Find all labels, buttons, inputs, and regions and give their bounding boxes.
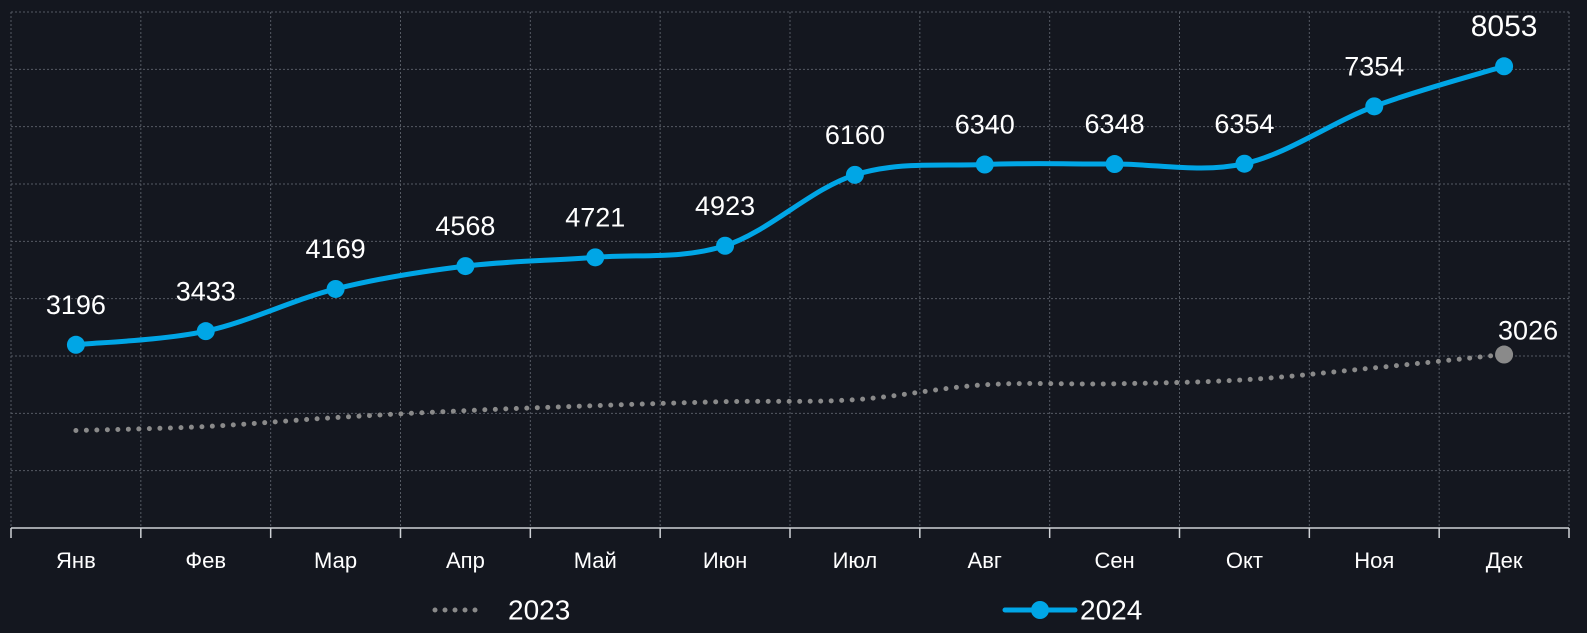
data-label: 3433 <box>176 276 236 306</box>
data-label: 4721 <box>565 202 625 232</box>
data-label: 4169 <box>306 234 366 264</box>
x-tick-label: Апр <box>446 548 485 573</box>
data-label: 3196 <box>46 290 106 320</box>
x-tick-label: Сен <box>1094 548 1134 573</box>
point <box>1105 155 1124 174</box>
x-tick-label: Июл <box>833 548 878 573</box>
x-tick-label: Мар <box>314 548 357 573</box>
series-line <box>73 352 1507 434</box>
x-tick-label: Май <box>574 548 617 573</box>
data-label: 4923 <box>695 191 755 221</box>
point <box>456 257 475 276</box>
data-label: 6354 <box>1214 109 1274 139</box>
point <box>716 236 735 255</box>
legend-label: 2023 <box>508 594 570 625</box>
point <box>196 322 215 341</box>
x-tick-label: Дек <box>1486 548 1523 573</box>
x-tick-label: Июн <box>703 548 747 573</box>
point <box>586 248 605 267</box>
series-line <box>73 63 1507 348</box>
x-tick-label: Окт <box>1226 548 1263 573</box>
point <box>66 335 85 354</box>
point <box>1235 154 1254 173</box>
point <box>1495 345 1514 364</box>
x-tick-label: Янв <box>56 548 96 573</box>
x-tick-label: Фев <box>185 548 226 573</box>
data-label: 6340 <box>955 110 1015 140</box>
point <box>1495 57 1514 76</box>
data-label: 7354 <box>1344 51 1404 81</box>
data-label: 6160 <box>825 120 885 150</box>
data-label: 4568 <box>435 211 495 241</box>
data-label: 8053 <box>1471 10 1538 43</box>
data-label: 3026 <box>1498 316 1558 346</box>
point <box>1365 97 1384 116</box>
legend-marker <box>1031 601 1049 619</box>
x-tick-label: Ноя <box>1354 548 1394 573</box>
point <box>975 155 994 174</box>
point <box>845 165 864 184</box>
data-label: 6348 <box>1085 109 1145 139</box>
legend-label: 2024 <box>1080 594 1142 625</box>
point <box>326 279 345 298</box>
x-tick-label: Авг <box>968 548 1002 573</box>
